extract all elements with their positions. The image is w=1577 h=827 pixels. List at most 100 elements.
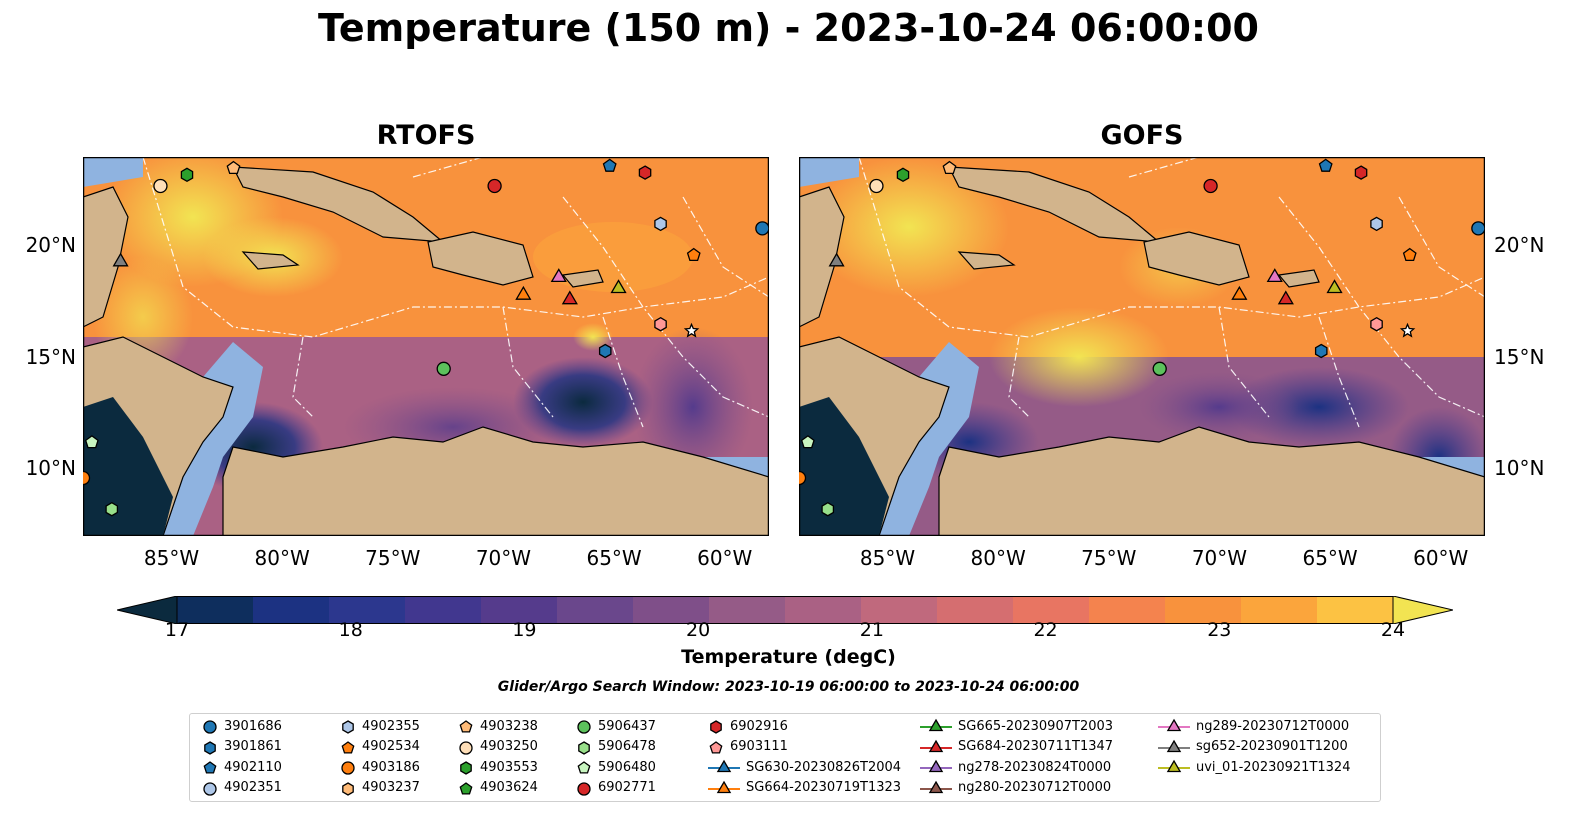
lon-tick-label: 70°W [475,546,532,570]
platform-marker [226,160,241,175]
legend-item: 6902916 [708,716,788,736]
legend-item: 4903553 [458,757,538,777]
legend-label: uvi_01-20230921T1324 [1196,759,1351,775]
gofs-map [799,157,1485,536]
legend-label: 4902534 [362,739,420,754]
legend-item: SG664-20230719T1323 [708,778,901,798]
platform-marker [1370,316,1383,332]
legend-label: 4903624 [480,780,538,795]
main-title: Temperature (150 m) - 2023-10-24 06:00:0… [317,6,1259,50]
lat-tick-label: 20°N [25,233,76,258]
legend-marker-icon [577,761,591,774]
legend-item: uvi_01-20230921T1324 [1158,757,1350,777]
platform-marker [1370,216,1383,232]
platform-marker [638,165,652,180]
legend-item: ng289-20230712T0000 [1158,716,1349,736]
legend-label: 4902355 [362,718,420,734]
legend-marker-icon [341,740,355,754]
legend-item: ng280-20230712T0000 [920,778,1111,798]
colorbar-label: Temperature (degC) [681,646,896,668]
platform-marker [942,160,957,175]
legend-marker-icon [342,781,354,796]
platform-marker [1231,285,1248,300]
platform-marker [153,178,168,194]
legend-label: SG684-20230711T1347 [958,739,1114,754]
legend-label: 4903250 [480,739,538,754]
legend-label: ng289-20230712T0000 [1196,718,1350,734]
colorbar-cell [1317,596,1394,624]
legend-label: ng278-20230824T0000 [958,759,1112,775]
platform-marker [896,167,910,183]
colorbar-cell [329,596,406,624]
colorbar-tick-label: 22 [1033,619,1058,641]
legend-label: 3901686 [224,718,282,734]
legend-label: 6902771 [598,780,656,795]
legend-item: 4903250 [458,737,538,757]
platform-marker [83,470,91,486]
legend-item: 5906480 [576,757,656,777]
legend-item: 4902110 [202,757,282,777]
legend-label: SG630-20230826T2004 [746,759,902,775]
colorbar-cell [1013,596,1090,624]
legend-marker-icon [459,720,473,733]
legend-marker-icon [577,720,591,734]
colorbar-cell [1165,596,1242,624]
legend-marker-icon [708,759,740,773]
legend-item: 6902771 [576,778,656,798]
colorbar-cell [405,596,482,624]
legend-marker-icon [203,761,217,774]
lat-tick-label: 15°N [1494,344,1545,369]
platform-marker [84,435,99,449]
platform-marker [800,435,815,449]
legend-item: SG630-20230826T2004 [708,757,901,777]
legend-marker-icon [459,740,473,755]
legend-label: 5906437 [598,718,656,734]
legend-marker-icon [460,761,472,775]
legend-item: 3901686 [202,716,282,736]
colorbar-cell [1241,596,1318,624]
legend-label: 4902351 [224,780,282,795]
colorbar-cell [557,596,634,624]
panel-title-rtofs: RTOFS [376,120,476,151]
legend-marker-icon [708,780,740,793]
platform-marker [561,290,578,305]
platform-marker [550,268,567,283]
legend-item: SG684-20230711T1347 [920,737,1113,757]
lon-tick-label: 80°W [254,546,310,570]
lon-tick-label: 85°W [859,546,916,570]
legend-label: 4902110 [224,759,282,775]
platform-marker [1266,268,1283,283]
colorbar-tick-label: 17 [164,619,190,641]
colorbar-cell [785,596,862,624]
legend-item: 5906478 [576,737,656,757]
legend-label: 3901861 [224,739,282,754]
lon-tick-label: 80°W [970,546,1026,570]
legend: 3901686 3901861 4902110 4902351 4902355 49025… [189,713,1381,802]
legend-label: 5906478 [598,739,656,754]
legend-label: 5906480 [598,759,656,775]
platform-marker [1318,158,1333,172]
legend-marker-icon [341,761,355,775]
colorbar-cell [177,596,254,624]
legend-item: 4902355 [340,716,420,736]
rtofs-platform-markers [83,158,769,517]
legend-marker-icon [709,740,723,754]
platform-marker [602,158,617,172]
platform-marker [610,279,627,294]
colorbar-tick-label: 21 [859,619,884,641]
legend-label: SG664-20230719T1323 [746,780,902,795]
lat-tick-label: 20°N [1494,233,1545,258]
lat-tick-label: 10°N [1494,456,1545,481]
rtofs-map [83,157,769,536]
lon-tick-label: 85°W [143,546,200,570]
legend-label: 4903237 [362,780,420,795]
legend-marker-icon [920,718,952,732]
platform-marker [654,316,667,332]
platform-marker [1399,322,1416,338]
legend-label: ng280-20230712T0000 [958,780,1112,795]
platform-marker [828,252,845,267]
legend-marker-icon [1158,739,1190,752]
lon-tick-label: 65°W [586,546,642,570]
legend-label: 4903186 [362,759,420,775]
platform-marker [1354,165,1368,180]
